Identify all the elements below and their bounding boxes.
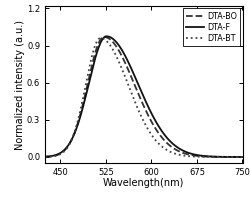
DTA-BO: [237, 156, 240, 158]
DTA-F: [241, 156, 244, 158]
DTA-BO: [216, 156, 219, 158]
DTA-BO: [241, 156, 244, 158]
DTA-F: [78, 119, 81, 121]
DTA-F: [44, 155, 46, 158]
DTA-F: [216, 156, 219, 158]
DTA-F: [237, 156, 240, 158]
DTA-BO: [66, 146, 69, 148]
DTA-F: [128, 63, 131, 65]
DTA-BO: [128, 71, 131, 74]
DTA-BO: [102, 36, 106, 38]
DTA-BT: [128, 87, 131, 89]
DTA-BO: [44, 156, 46, 158]
Line: DTA-F: DTA-F: [45, 36, 242, 157]
X-axis label: Wavelength(nm): Wavelength(nm): [103, 179, 184, 188]
Line: DTA-BO: DTA-BO: [45, 37, 242, 157]
Line: DTA-BT: DTA-BT: [45, 38, 242, 157]
Legend: DTA-BO, DTA-F, DTA-BT: DTA-BO, DTA-F, DTA-BT: [183, 8, 240, 46]
DTA-BT: [119, 65, 122, 67]
DTA-BT: [66, 146, 69, 149]
DTA-BT: [99, 37, 102, 39]
DTA-BO: [119, 53, 122, 55]
Y-axis label: Normalized intensity (a.u.): Normalized intensity (a.u.): [16, 20, 26, 150]
DTA-BT: [78, 114, 81, 116]
DTA-BT: [237, 156, 240, 158]
DTA-BT: [241, 156, 244, 158]
DTA-BO: [78, 117, 81, 120]
DTA-F: [119, 47, 122, 49]
DTA-F: [105, 35, 108, 37]
DTA-F: [66, 145, 69, 148]
DTA-BT: [216, 156, 219, 158]
DTA-BT: [44, 156, 46, 158]
